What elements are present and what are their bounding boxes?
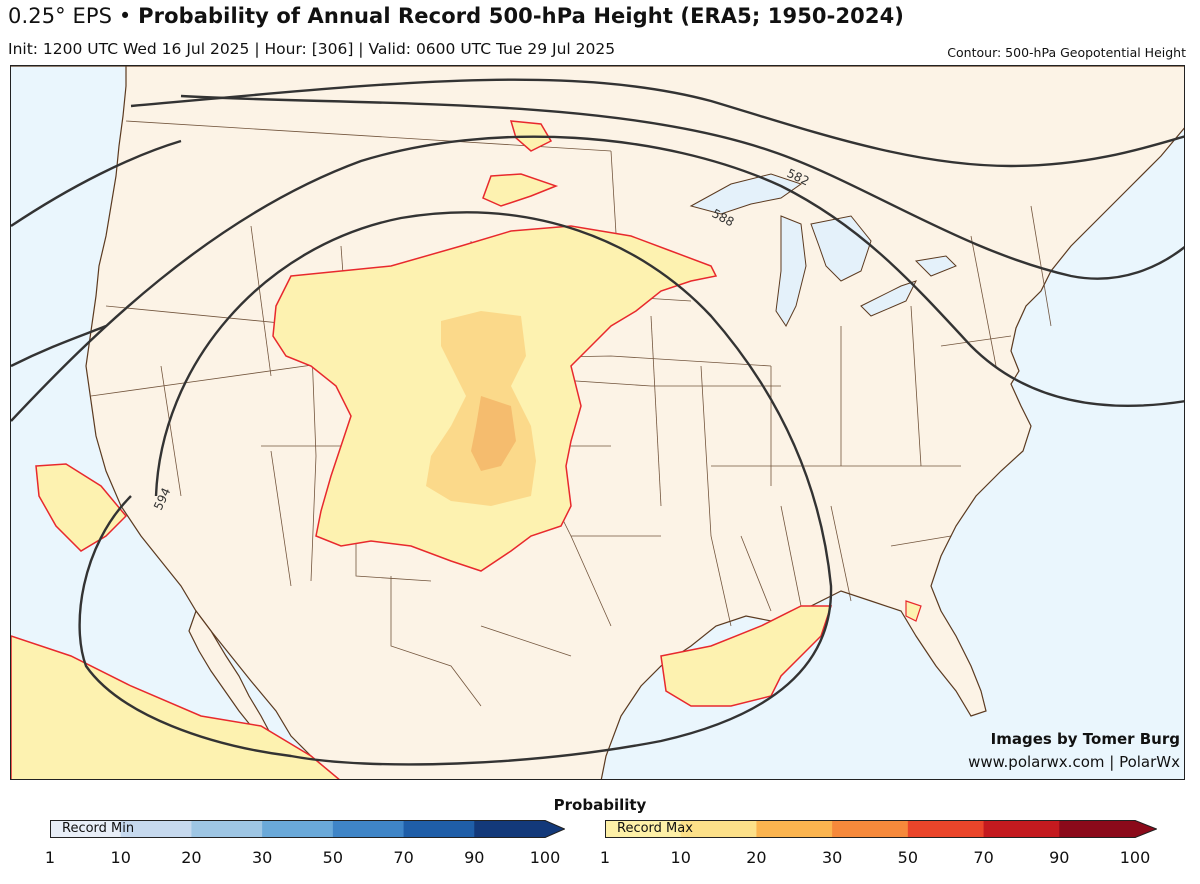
- record-min-colorbar: Record Min: [50, 820, 566, 838]
- north-america-land: [11, 66, 1184, 779]
- map-svg: 582 588 594: [11, 66, 1184, 779]
- colorbar-outline: [605, 820, 1158, 838]
- contour-576: [11, 139, 182, 227]
- contour-576b: [130, 78, 1184, 168]
- colorbar-tick-label: 1: [44, 848, 56, 867]
- record-max-probability: [11, 120, 922, 779]
- title-main: Probability of Annual Record 500-hPa Hei…: [138, 4, 904, 28]
- prob-region-pacific: [35, 463, 128, 552]
- colorbar-tick-label: 30: [251, 848, 273, 867]
- colorbar-tick-label: 50: [897, 848, 919, 867]
- colorbar-tick-label: 20: [746, 848, 767, 867]
- chart-subtitle: Init: 1200 UTC Wed 16 Jul 2025 | Hour: […: [8, 40, 616, 58]
- map-panel: 582 588 594: [10, 65, 1185, 780]
- record-max-label: Record Max: [617, 821, 693, 836]
- credit-website: www.polarwx.com | PolarWx: [968, 753, 1180, 771]
- contour-594: [78, 211, 833, 766]
- colorbar-tick-label: 10: [670, 848, 691, 867]
- colorbar-tick-label: 70: [973, 848, 994, 867]
- contour-582: [180, 94, 1184, 280]
- credit-author: Images by Tomer Burg: [990, 730, 1180, 748]
- colorbar-tick-label: 10: [110, 848, 131, 867]
- prob-region-gulf: [660, 605, 833, 707]
- colorbar-tick-label: 20: [181, 848, 202, 867]
- colorbar-segment: [983, 820, 1060, 838]
- prob-region-north: [482, 173, 559, 207]
- height-contours: [11, 78, 1184, 766]
- colorbar-tick-label: 90: [1049, 848, 1070, 867]
- colorbar-tick-label: 50: [322, 848, 344, 867]
- colorbar-segment: [50, 820, 122, 838]
- title-prefix: 0.25° EPS •: [8, 4, 132, 28]
- colorbar-segment: [680, 820, 757, 838]
- colorbar-tick-label: 1: [599, 848, 611, 867]
- chart-title: 0.25° EPS • Probability of Annual Record…: [8, 4, 904, 28]
- colorbar-segment: [191, 820, 263, 838]
- record-max-colorbar-svg: [605, 820, 1158, 838]
- record-max-colorbar: Record Max: [605, 820, 1158, 838]
- record-min-colorbar-svg: [50, 820, 566, 838]
- colorbar-tick-label: 90: [464, 848, 485, 867]
- colorbar-title: Probability: [553, 796, 647, 814]
- prob-region-sw-ocean: [11, 635, 340, 779]
- contour-588: [11, 135, 1184, 422]
- colorbar-segment: [605, 820, 682, 838]
- prob-region-high: [471, 396, 516, 471]
- colorbar-segment: [907, 820, 985, 838]
- colorbar-segment: [1059, 820, 1157, 838]
- prob-region-florida: [905, 600, 922, 622]
- colorbar-segment: [756, 820, 833, 838]
- contour-600-sw: [11, 324, 107, 368]
- great-lakes: [689, 173, 957, 327]
- record-min-label: Record Min: [62, 821, 135, 836]
- colorbar-tick-label: 100: [529, 848, 561, 867]
- colorbar-segment: [262, 820, 334, 838]
- colorbar-segment: [332, 820, 405, 838]
- colorbar-segment: [403, 820, 475, 838]
- colorbar-tick-label: 70: [393, 848, 414, 867]
- colorbar-segment: [474, 820, 565, 838]
- colorbar-outline: [50, 820, 566, 838]
- colorbar-tick-label: 30: [821, 848, 843, 867]
- colorbar-segment: [120, 820, 192, 838]
- colorbar-tick-label: 100: [1119, 848, 1151, 867]
- colorbar-segment: [832, 820, 909, 838]
- contour-legend-label: Contour: 500-hPa Geopotential Height: [947, 45, 1186, 60]
